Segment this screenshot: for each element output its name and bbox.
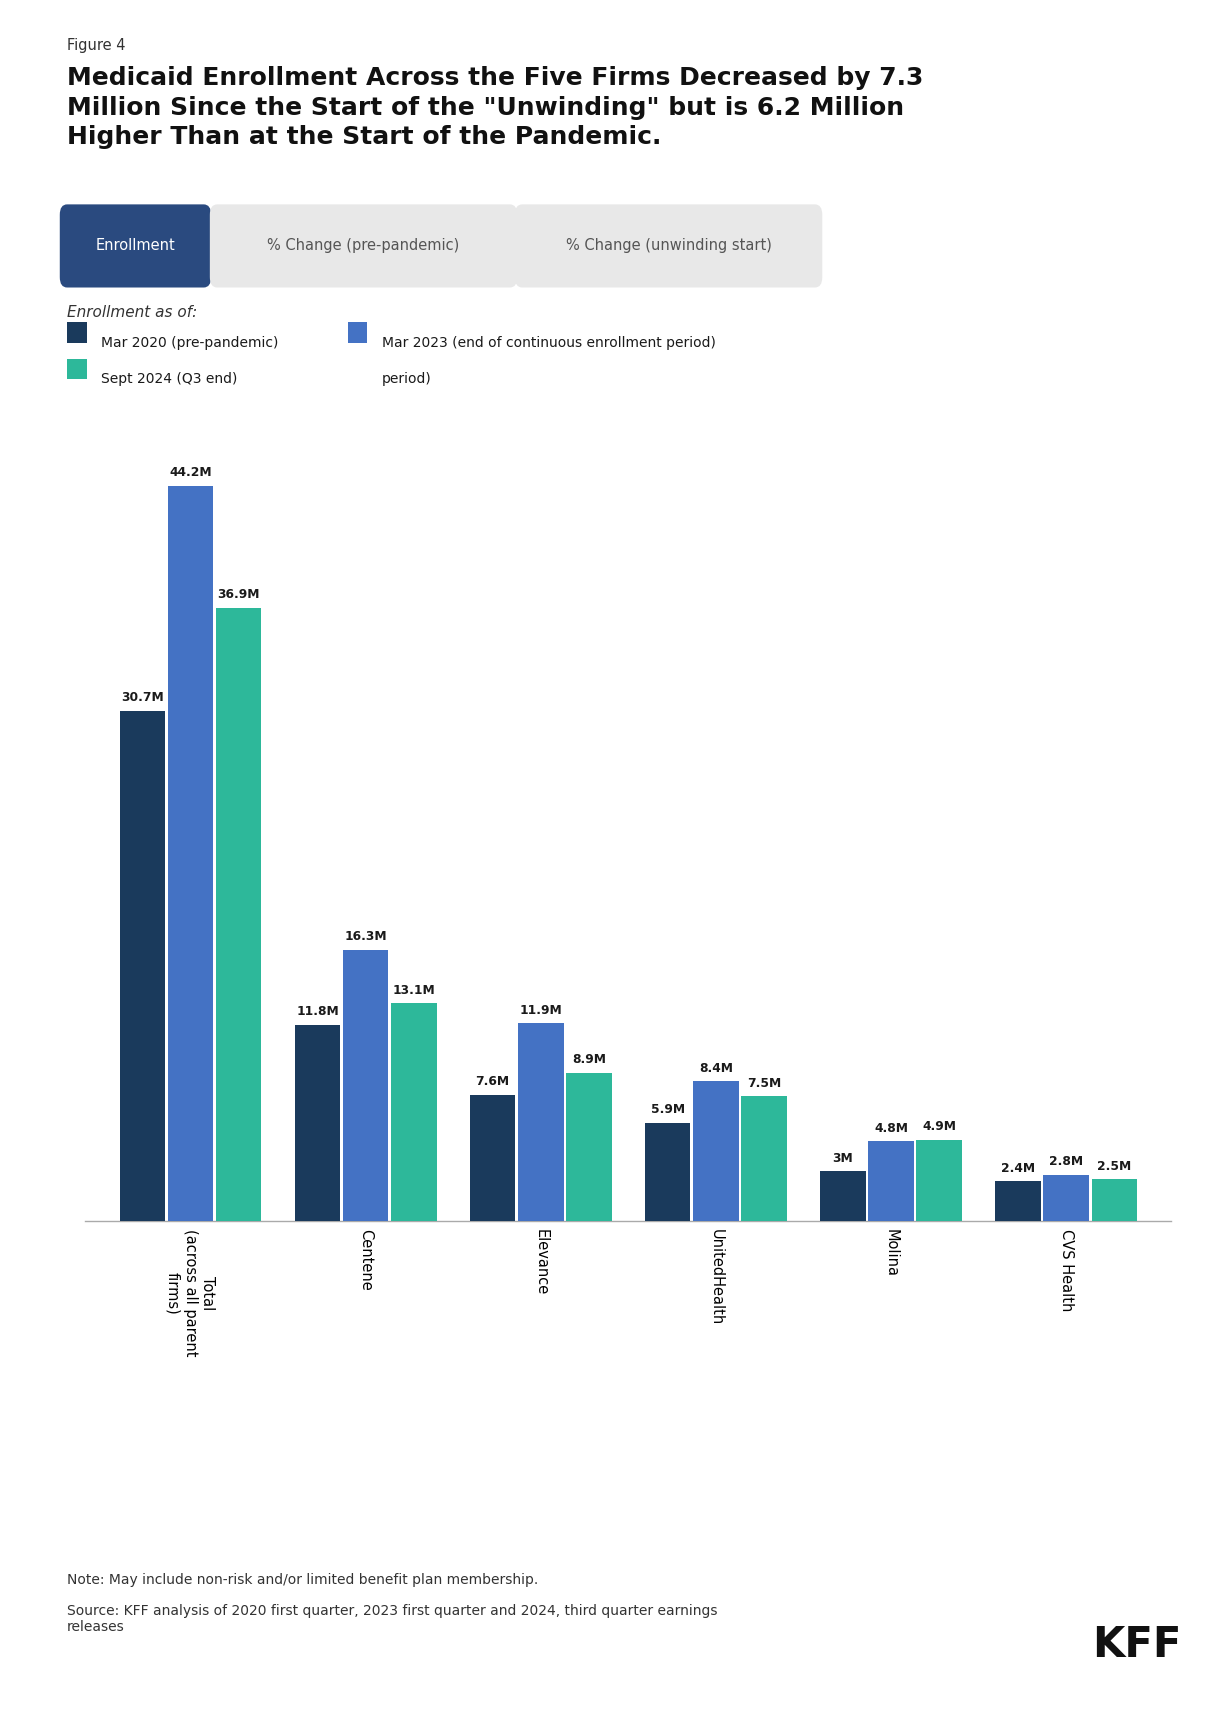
Text: 7.5M: 7.5M — [747, 1077, 781, 1089]
Bar — [390, 1003, 437, 1221]
Text: 44.2M: 44.2M — [170, 466, 212, 480]
Bar — [693, 1081, 738, 1221]
Text: Source: KFF analysis of 2020 first quarter, 2023 first quarter and 2024, third q: Source: KFF analysis of 2020 first quart… — [67, 1604, 717, 1633]
Bar — [566, 1074, 611, 1221]
Bar — [996, 1181, 1041, 1221]
Bar — [916, 1140, 961, 1221]
Text: 16.3M: 16.3M — [344, 930, 387, 944]
Bar — [869, 1141, 914, 1221]
Bar — [645, 1122, 691, 1221]
Text: 2.4M: 2.4M — [1000, 1162, 1035, 1174]
Bar — [295, 1025, 340, 1221]
Text: 30.7M: 30.7M — [121, 691, 163, 703]
Text: 13.1M: 13.1M — [393, 984, 436, 996]
Text: 4.9M: 4.9M — [922, 1121, 956, 1133]
Text: % Change (unwinding start): % Change (unwinding start) — [566, 239, 771, 253]
Text: 5.9M: 5.9M — [650, 1103, 684, 1117]
Text: 8.4M: 8.4M — [699, 1062, 733, 1076]
Text: 8.9M: 8.9M — [572, 1053, 606, 1067]
Bar — [518, 1024, 564, 1221]
Text: KFF: KFF — [1092, 1625, 1181, 1666]
Bar — [820, 1171, 866, 1221]
Text: 11.9M: 11.9M — [520, 1003, 562, 1017]
Text: Medicaid Enrollment Across the Five Firms Decreased by 7.3
Million Since the Sta: Medicaid Enrollment Across the Five Firm… — [67, 66, 924, 149]
Bar — [167, 487, 214, 1221]
Text: 11.8M: 11.8M — [296, 1005, 339, 1018]
Text: 3M: 3M — [832, 1152, 853, 1164]
Bar — [120, 710, 165, 1221]
Bar — [1043, 1174, 1089, 1221]
Text: Mar 2020 (pre-pandemic): Mar 2020 (pre-pandemic) — [101, 336, 278, 350]
Text: period): period) — [382, 372, 432, 386]
Text: 36.9M: 36.9M — [217, 587, 260, 601]
Bar — [216, 608, 261, 1221]
Bar — [343, 951, 388, 1221]
Bar — [1092, 1179, 1137, 1221]
Text: 2.5M: 2.5M — [1097, 1160, 1131, 1173]
Text: 2.8M: 2.8M — [1049, 1155, 1083, 1167]
Text: Sept 2024 (Q3 end): Sept 2024 (Q3 end) — [101, 372, 238, 386]
Text: Mar 2023 (end of continuous enrollment period): Mar 2023 (end of continuous enrollment p… — [382, 336, 716, 350]
Text: % Change (pre-pandemic): % Change (pre-pandemic) — [267, 239, 460, 253]
Text: Note: May include non-risk and/or limited benefit plan membership.: Note: May include non-risk and/or limite… — [67, 1573, 538, 1587]
Bar — [742, 1096, 787, 1221]
Bar — [470, 1095, 515, 1221]
Text: Enrollment: Enrollment — [95, 239, 176, 253]
Text: 7.6M: 7.6M — [476, 1076, 510, 1088]
Text: 4.8M: 4.8M — [874, 1122, 908, 1134]
Text: Enrollment as of:: Enrollment as of: — [67, 305, 198, 320]
Text: Figure 4: Figure 4 — [67, 38, 126, 54]
